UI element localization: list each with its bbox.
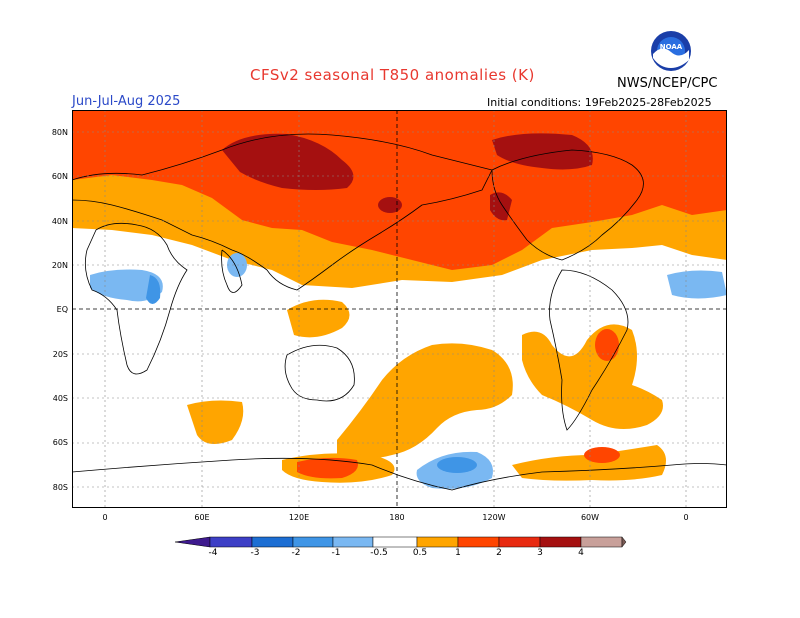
anomaly-africa-blue2	[146, 275, 161, 304]
anomaly-spacific-orange	[337, 343, 513, 459]
lon-label: 0	[102, 513, 108, 522]
lon-label: 120E	[288, 513, 310, 522]
lat-label: 40S	[52, 394, 68, 403]
map-frame	[72, 110, 727, 508]
legend-swatch	[372, 536, 418, 548]
lat-label: 80S	[52, 483, 68, 492]
anomaly-samerica-orange	[522, 324, 663, 429]
lat-label: 40N	[51, 217, 68, 226]
legend-swatch	[580, 536, 623, 548]
legend-tick-label: 1	[455, 548, 461, 558]
color-legend	[174, 536, 627, 548]
lon-label: 60E	[194, 513, 210, 522]
season-label: Jun-Jul-Aug 2025	[72, 94, 181, 109]
noaa-logo: NOAA	[651, 31, 691, 71]
legend-swatch	[174, 536, 211, 548]
svg-text:NOAA: NOAA	[660, 43, 683, 51]
lat-label: EQ	[56, 305, 68, 314]
anomaly-asia-darkred	[222, 133, 354, 190]
lon-label: 180	[389, 513, 405, 522]
legend-tick-label: -2	[291, 548, 301, 558]
anomaly-brazil-red	[595, 329, 619, 361]
legend-tick-label: -1	[331, 548, 341, 558]
lon-label: 60W	[580, 513, 600, 522]
gridlines	[72, 110, 727, 508]
legend-swatch	[209, 536, 253, 548]
legend-swatch	[457, 536, 500, 548]
anomaly-map	[72, 110, 727, 508]
lat-label: 80N	[51, 128, 68, 137]
initial-conditions-label: Initial conditions: 19Feb2025-28Feb2025	[487, 96, 712, 109]
legend-swatch	[332, 536, 374, 548]
lon-label: 120W	[482, 513, 506, 522]
anomaly-africa-blue	[90, 269, 163, 302]
anomaly-southern-ocean-blue2	[437, 457, 477, 473]
anomaly-southern-red	[297, 457, 358, 479]
anomaly-atlantic-blue	[667, 270, 727, 299]
anomaly-namerica-darkred	[490, 192, 512, 221]
lat-label: 20S	[52, 350, 68, 359]
anomaly-pacific-darkred	[378, 197, 402, 213]
legend-swatch	[498, 536, 541, 548]
legend-tick-label: 4	[578, 548, 584, 558]
agency-label: NWS/NCEP/CPC	[617, 76, 718, 91]
legend-swatch	[292, 536, 334, 548]
lat-label: 20N	[51, 261, 68, 270]
legend-tick-label: -4	[208, 548, 218, 558]
legend-tick-label: 3	[537, 548, 543, 558]
legend-swatch	[251, 536, 294, 548]
legend-tick-label: 2	[496, 548, 502, 558]
anomaly-indian-orange	[187, 400, 244, 444]
anomaly-antarctic-red	[584, 447, 620, 463]
lat-label: 60S	[52, 438, 68, 447]
reference-lines	[72, 110, 727, 508]
lat-label: 60N	[51, 172, 68, 181]
legend-swatch	[621, 536, 627, 548]
legend-swatch	[539, 536, 582, 548]
lon-label: 0	[683, 513, 689, 522]
coastlines	[72, 133, 727, 491]
map-title: CFSv2 seasonal T850 anomalies (K)	[250, 66, 535, 84]
legend-tick-label: -3	[250, 548, 260, 558]
legend-tick-label: -0.5	[370, 548, 388, 558]
legend-swatch	[416, 536, 459, 548]
legend-tick-label: 0.5	[412, 548, 428, 558]
